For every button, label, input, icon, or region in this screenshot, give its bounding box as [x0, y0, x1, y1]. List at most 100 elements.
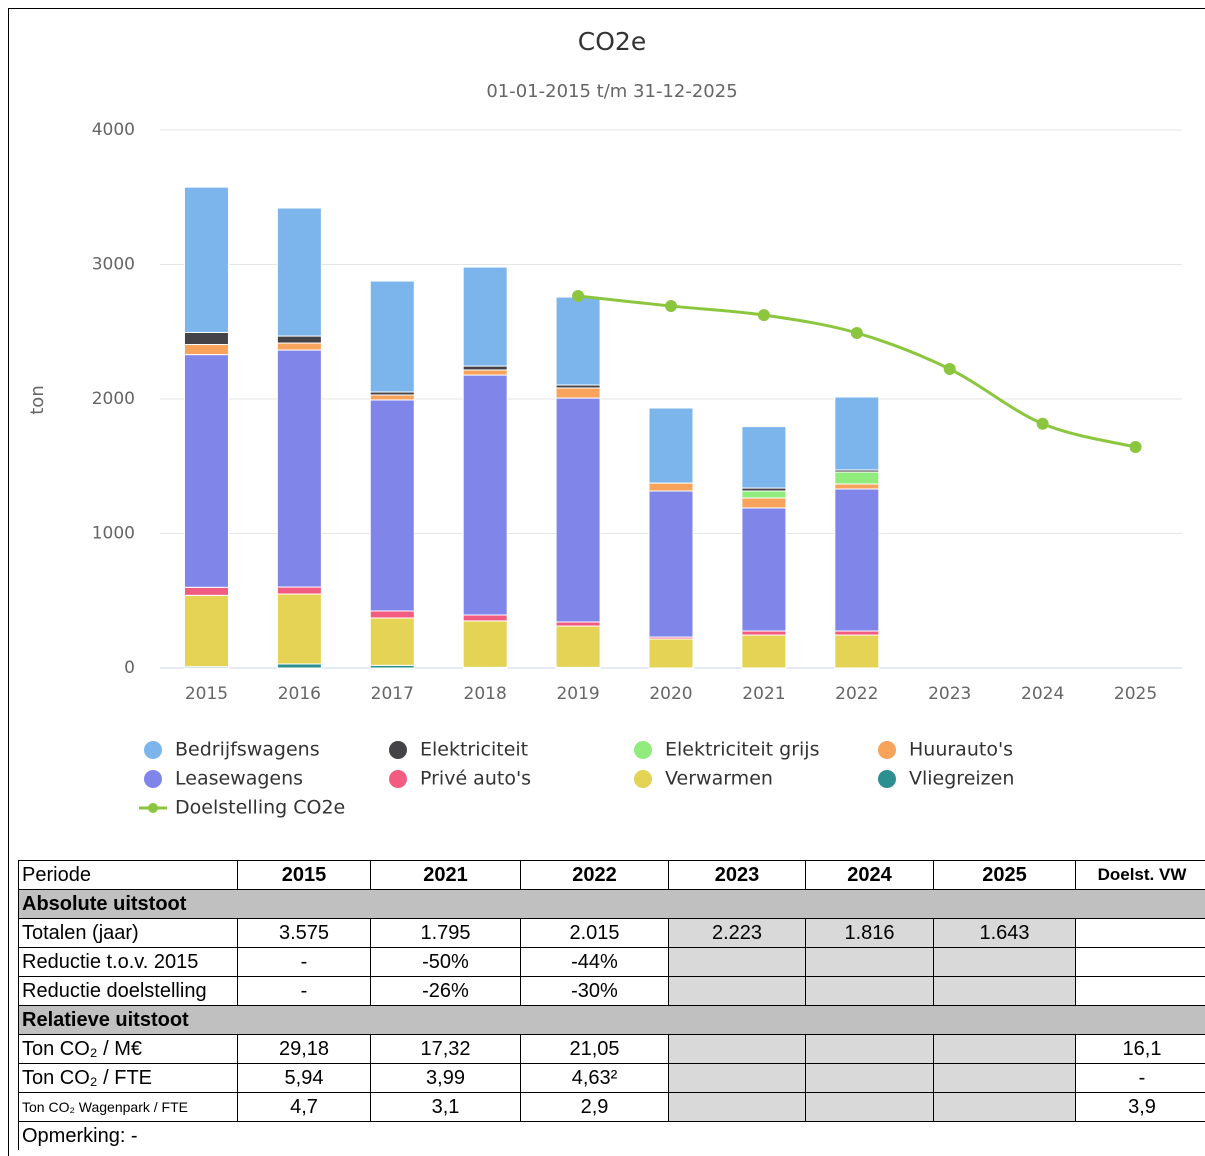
header-cell: 2022	[520, 860, 669, 890]
bar-segment	[276, 207, 322, 337]
cell: 17,32	[370, 1034, 521, 1064]
cell	[805, 947, 934, 977]
target-point	[757, 309, 770, 322]
bar-segment	[741, 634, 787, 669]
bar-segment	[369, 399, 415, 612]
frame	[8, 8, 1205, 1156]
header-cell: Periode	[18, 860, 238, 890]
bar-segment	[369, 280, 415, 393]
x-tick-label: 2025	[1114, 684, 1157, 704]
cell: 2,9	[520, 1092, 669, 1122]
bar-segment	[369, 610, 415, 619]
target-point	[943, 363, 956, 376]
cell: -	[237, 947, 371, 977]
bar-segment	[834, 471, 880, 485]
cell	[668, 947, 806, 977]
cell	[805, 1034, 934, 1064]
bar-segment	[555, 296, 601, 386]
cell: 3,99	[370, 1063, 521, 1093]
chart: CO2e 01-01-2015 t/m 31-12-2025 ton 0 1000…	[27, 27, 1182, 819]
cell	[668, 1092, 806, 1122]
cell	[933, 1092, 1076, 1122]
legend-label: Doelstelling CO2e	[175, 797, 345, 819]
bar-segment	[555, 625, 601, 668]
bar-segment	[276, 593, 322, 665]
legend-symbol	[144, 741, 162, 759]
cell: 21,05	[520, 1034, 669, 1064]
bar-segment	[276, 663, 322, 669]
bar-segment	[183, 186, 229, 333]
cell: 1.816	[805, 918, 934, 948]
cell: 3.575	[237, 918, 371, 948]
legend-symbol	[634, 741, 652, 759]
x-tick-label: 2023	[928, 684, 971, 704]
target-point	[850, 326, 863, 339]
legend-label: Vliegreizen	[909, 768, 1014, 790]
x-tick-label: 2024	[1021, 684, 1064, 704]
cell: 4,7	[237, 1092, 371, 1122]
cell	[1075, 918, 1205, 948]
bar-segment	[555, 387, 601, 399]
bar-segment	[834, 634, 880, 669]
bar-segment	[741, 630, 787, 636]
cell: -44%	[520, 947, 669, 977]
bar-segment	[369, 617, 415, 666]
bar-segment	[462, 620, 508, 668]
bar-segment	[183, 344, 229, 356]
x-tick-label: 2017	[371, 684, 414, 704]
bar-segment	[183, 354, 229, 588]
cell: -30%	[520, 976, 669, 1006]
cell: -26%	[370, 976, 521, 1006]
cell	[805, 1092, 934, 1122]
bar-segment	[741, 507, 787, 632]
cell	[1075, 947, 1205, 977]
cell	[1075, 976, 1205, 1006]
bar-segment	[555, 621, 601, 627]
legend-symbol	[144, 770, 162, 788]
x-tick-label: 2021	[742, 684, 785, 704]
bar-segment	[834, 396, 880, 471]
bar-segment	[834, 483, 880, 490]
cell	[805, 1063, 934, 1093]
y-tick-label: 1000	[92, 524, 135, 544]
row-label: Ton CO₂ Wagenpark / FTE	[18, 1092, 238, 1122]
cell	[805, 976, 934, 1006]
cell: 2.015	[520, 918, 669, 948]
note: Opmerking: -	[18, 1121, 1205, 1150]
x-tick-label: 2016	[278, 684, 321, 704]
bar-segment	[741, 490, 787, 499]
target-point	[1129, 441, 1142, 454]
x-tick-label: 2020	[649, 684, 692, 704]
bar-segment	[462, 266, 508, 367]
header-cell: 2015	[237, 860, 371, 890]
cell: 5,94	[237, 1063, 371, 1093]
section-label: Relatieve uitstoot	[18, 1005, 1205, 1035]
cell: 4,63²	[520, 1063, 669, 1093]
target-point	[1036, 417, 1049, 430]
bar-segment	[276, 586, 322, 595]
bar-segment	[834, 488, 880, 632]
x-tick-label: 2022	[835, 684, 878, 704]
row-label: Totalen (jaar)	[18, 918, 238, 948]
y-tick-label: 3000	[92, 255, 135, 275]
cell: -	[1075, 1063, 1205, 1093]
cell: 16,1	[1075, 1034, 1205, 1064]
row-label: Reductie t.o.v. 2015	[18, 947, 238, 977]
bar-segment	[276, 335, 322, 344]
cell: 1.795	[370, 918, 521, 948]
cell	[668, 976, 806, 1006]
legend-label: Leasewagens	[175, 768, 303, 790]
legend-symbol	[389, 770, 407, 788]
cell	[933, 976, 1076, 1006]
header-row: Periode 2015 2021 2022 2023 2024 2025 Do…	[18, 860, 1205, 890]
bar-segment	[741, 426, 787, 489]
y-axis-label: ton	[27, 385, 48, 414]
bar-segment	[648, 638, 694, 669]
bar-segment	[462, 614, 508, 622]
cell: 1.643	[933, 918, 1076, 948]
y-tick-label: 2000	[92, 389, 135, 409]
x-tick-label: 2018	[464, 684, 507, 704]
bar-segment	[741, 497, 787, 509]
bar-segment	[276, 342, 322, 351]
target-point	[665, 300, 677, 313]
